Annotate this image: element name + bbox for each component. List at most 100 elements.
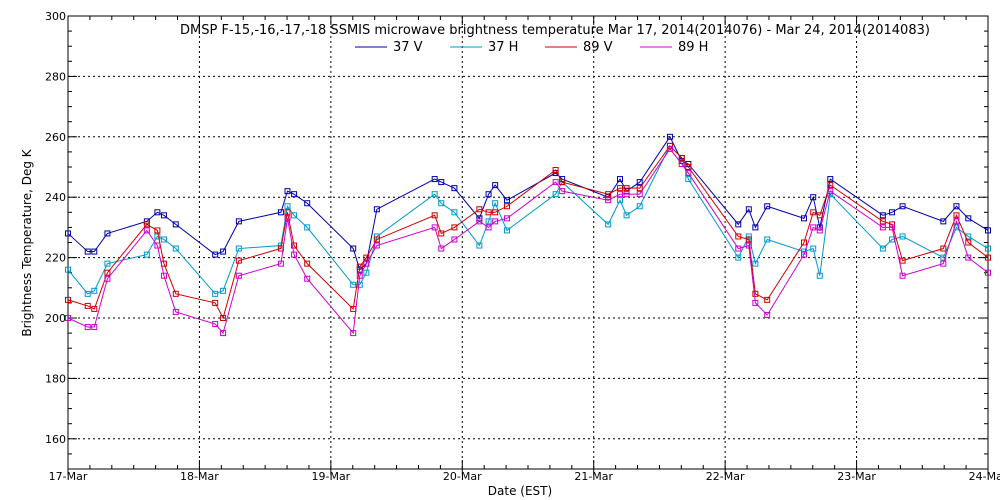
data-point	[965, 239, 972, 246]
data-point	[503, 215, 510, 222]
data-point	[685, 170, 692, 177]
data-point	[373, 236, 380, 243]
data-point	[899, 272, 906, 279]
data-point	[65, 296, 71, 303]
data-point	[685, 164, 692, 170]
data-point	[735, 254, 742, 261]
data-point	[160, 212, 167, 219]
data-point	[304, 275, 311, 282]
data-point	[503, 203, 510, 210]
data-point	[503, 227, 510, 234]
data-point	[752, 260, 759, 267]
legend-label: 89 V	[583, 40, 613, 55]
data-point	[940, 254, 947, 261]
x-tick-label: 24-Mar	[969, 470, 1000, 483]
data-point	[350, 330, 357, 337]
x-tick-label: 23-Mar	[837, 470, 876, 483]
data-point	[172, 290, 179, 297]
data-point	[65, 315, 71, 321]
data-point	[143, 221, 150, 228]
data-point	[940, 260, 947, 267]
data-point	[899, 233, 906, 240]
x-tick-label: 18-Mar	[180, 470, 219, 483]
series-line	[67, 145, 989, 295]
data-point	[363, 260, 370, 267]
data-point	[735, 221, 742, 228]
data-point	[879, 212, 886, 219]
x-tick-label: 22-Mar	[706, 470, 745, 483]
data-point	[827, 182, 834, 189]
data-point	[492, 200, 499, 207]
data-point	[764, 236, 771, 243]
data-point	[350, 281, 357, 288]
y-tick-label: 220	[45, 252, 66, 265]
data-point	[212, 299, 219, 306]
data-point	[940, 245, 947, 252]
data-point	[801, 239, 807, 246]
data-point	[431, 212, 438, 219]
data-point	[304, 200, 311, 207]
data-point	[678, 160, 685, 167]
data-point	[154, 209, 161, 216]
data-point	[636, 191, 643, 198]
data-point	[617, 197, 623, 204]
data-point	[953, 218, 960, 225]
y-tick-label: 200	[45, 312, 66, 325]
axes: 160 180 200 220 240 260 280 300 17-Mar 18-Mar 19-M…	[45, 10, 1000, 483]
data-point	[143, 227, 150, 234]
data-point	[623, 185, 630, 192]
data-point	[617, 185, 623, 192]
data-point	[617, 176, 623, 183]
data-point	[810, 209, 817, 216]
series-37-h	[65, 142, 991, 297]
legend-label: 37 H	[488, 40, 518, 55]
data-point	[451, 209, 458, 216]
data-point	[985, 254, 991, 261]
data-point	[801, 251, 807, 258]
data-point	[212, 251, 219, 258]
legend-label: 37 V	[393, 40, 423, 55]
data-point	[220, 330, 227, 337]
data-point	[879, 245, 886, 252]
data-point	[503, 197, 510, 204]
data-point	[636, 203, 643, 210]
data-point	[752, 290, 759, 297]
data-point	[91, 248, 98, 255]
data-point	[143, 251, 150, 258]
data-point	[212, 290, 219, 297]
data-point	[623, 212, 630, 219]
data-point	[810, 194, 817, 201]
data-point	[685, 176, 692, 183]
data-point	[291, 191, 298, 198]
data-point	[373, 206, 380, 213]
data-point	[284, 188, 291, 195]
data-point	[485, 209, 492, 216]
data-point	[552, 191, 559, 198]
data-point	[735, 245, 742, 252]
data-point	[605, 221, 612, 228]
data-point	[940, 218, 947, 225]
data-point	[373, 242, 380, 249]
grid	[68, 16, 988, 469]
data-point	[485, 224, 492, 231]
data-point	[363, 269, 370, 276]
data-point	[810, 224, 817, 231]
data-point	[879, 218, 886, 225]
data-point	[953, 212, 960, 219]
data-point	[492, 218, 499, 225]
data-point	[617, 191, 623, 198]
data-point	[431, 176, 438, 183]
chart-title: DMSP F-15,-16,-17,-18 SSMIS microwave br…	[180, 23, 930, 38]
x-tick-label: 20-Mar	[443, 470, 482, 483]
y-axis-label: Brightness Temperature, Deg K	[20, 148, 34, 336]
data-point	[84, 302, 91, 309]
data-point	[160, 272, 167, 279]
legend-label: 89 H	[678, 40, 708, 55]
data-point	[492, 209, 499, 216]
data-point	[827, 188, 834, 195]
data-point	[65, 230, 71, 237]
data-point	[678, 154, 685, 161]
data-point	[84, 324, 91, 331]
data-point	[985, 227, 991, 234]
data-point	[291, 212, 298, 219]
